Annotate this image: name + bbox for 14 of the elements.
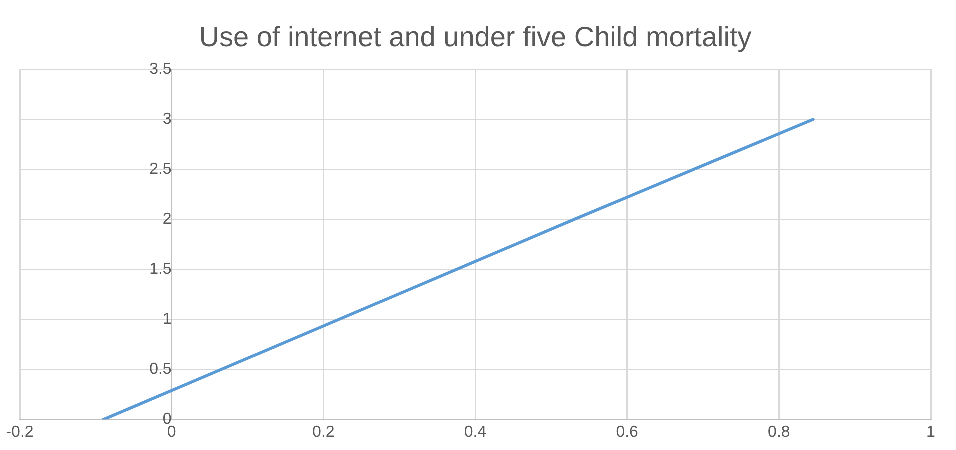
x-tick-label: 0.4 xyxy=(464,424,487,441)
y-tick-label: 1 xyxy=(162,311,172,328)
x-tick-label: 0.6 xyxy=(616,424,639,441)
x-tick-label: 1 xyxy=(926,424,936,441)
y-tick-label: 3 xyxy=(162,111,172,128)
x-tick-label: 0.2 xyxy=(312,424,335,441)
x-tick-label: -0.2 xyxy=(6,424,34,441)
y-tick-label: 3.5 xyxy=(150,61,172,78)
y-tick-label: 2 xyxy=(162,211,172,228)
y-tick-label: 0.5 xyxy=(150,361,172,378)
y-tick-label: 1.5 xyxy=(150,261,172,278)
y-tick-label: 2.5 xyxy=(150,161,172,178)
x-tick-label: 0.8 xyxy=(768,424,790,441)
chart-title: Use of internet and under five Child mortality xyxy=(199,22,752,53)
